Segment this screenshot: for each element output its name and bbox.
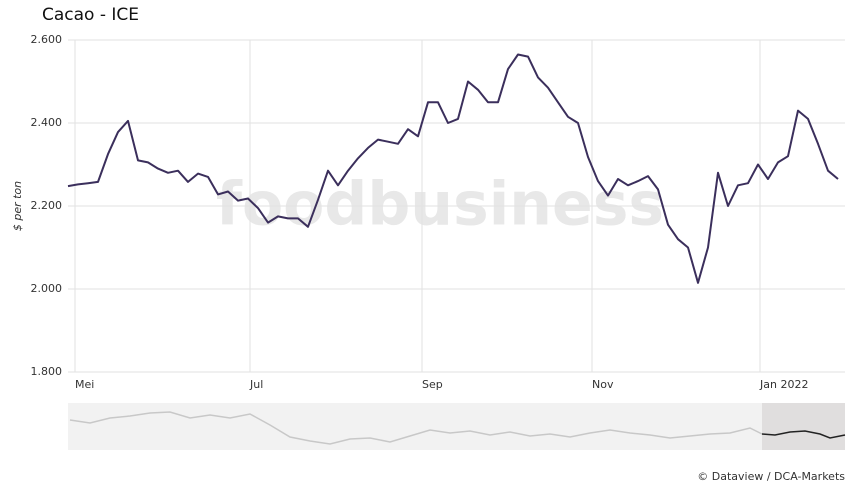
watermark: foodbusiness: [216, 170, 664, 240]
x-tick-label: Mei: [75, 378, 94, 391]
y-tick-label: 1.800: [31, 365, 63, 378]
y-tick-label: 2.000: [31, 282, 63, 295]
navigator-line: [69, 411, 763, 445]
x-tick-label: Jul: [249, 378, 263, 391]
y-tick-label: 2.400: [31, 116, 63, 129]
y-axis-label: $ per ton: [11, 181, 24, 231]
x-tick-label: Sep: [422, 378, 443, 391]
navigator-selection: [762, 403, 845, 450]
price-line: [67, 53, 839, 284]
y-tick-label: 2.600: [31, 33, 63, 46]
source: © Dataview / DCA-Markets: [697, 470, 845, 483]
navigator: [68, 403, 845, 450]
navigator-selected-line: [761, 430, 846, 439]
x-tick-label: Nov: [592, 378, 614, 391]
x-tick-label: Jan 2022: [759, 378, 808, 391]
chart-title: Cacao - ICE: [42, 5, 139, 25]
y-tick-label: 2.200: [31, 199, 63, 212]
